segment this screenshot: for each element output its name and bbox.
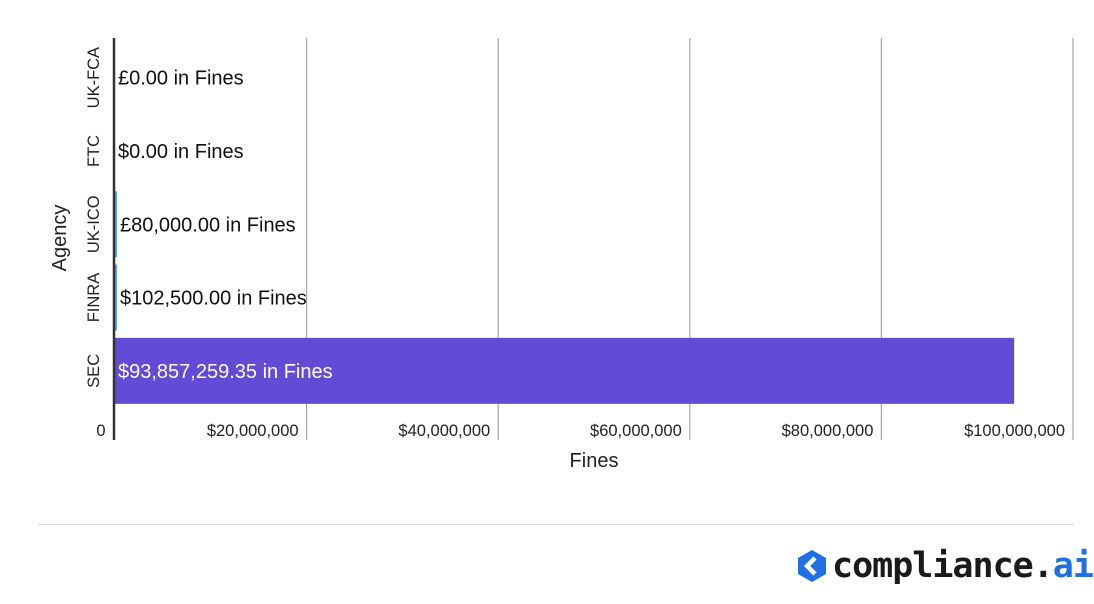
category-labels: UK-FCA FTC UK-ICO FINRA SEC: [85, 47, 103, 388]
logo-wordmark-main: compliance.: [832, 546, 1054, 586]
x-tick-labels: 0 $20,000,000 $40,000,000 $60,000,000 $80,00…: [96, 422, 1065, 440]
x-tick-label: $20,000,000: [207, 422, 299, 440]
x-tick-label: $60,000,000: [590, 422, 682, 440]
bar: [115, 264, 117, 331]
x-tick-label: $100,000,000: [964, 422, 1065, 440]
x-tick-label: 0: [96, 422, 105, 440]
x-axis-title: Fines: [570, 450, 619, 472]
fines-bar-chart: UK-FCA FTC UK-ICO FINRA SEC 0 $20,000,000 $40,…: [49, 38, 1074, 472]
data-label: $0.00 in Fines: [118, 141, 244, 163]
data-label: $93,857,259.35 in Fines: [118, 361, 333, 383]
footer-divider: [38, 524, 1074, 525]
category-label: UK-FCA: [85, 47, 103, 108]
x-tick-label: $40,000,000: [398, 422, 490, 440]
bar: [115, 337, 1015, 404]
x-tick-label: $80,000,000: [782, 422, 874, 440]
category-label: FINRA: [85, 273, 103, 323]
logo-wordmark: compliance.ai: [832, 546, 1094, 586]
data-label: $102,500.00 in Fines: [120, 288, 307, 310]
category-label: FTC: [85, 135, 103, 167]
bar: [115, 191, 117, 258]
bars: [115, 191, 1015, 404]
category-label: SEC: [85, 354, 103, 388]
data-labels: £0.00 in Fines $0.00 in Fines £80,000.00 i…: [118, 68, 333, 383]
compliance-ai-logo: compliance.ai: [796, 546, 1094, 586]
chevron-hexagon-icon: [798, 550, 826, 582]
logo-wordmark-accent: ai: [1052, 546, 1094, 586]
y-axis-title: Agency: [49, 205, 71, 272]
data-label: £80,000.00 in Fines: [120, 214, 296, 236]
category-label: UK-ICO: [85, 195, 103, 253]
data-label: £0.00 in Fines: [118, 68, 244, 90]
